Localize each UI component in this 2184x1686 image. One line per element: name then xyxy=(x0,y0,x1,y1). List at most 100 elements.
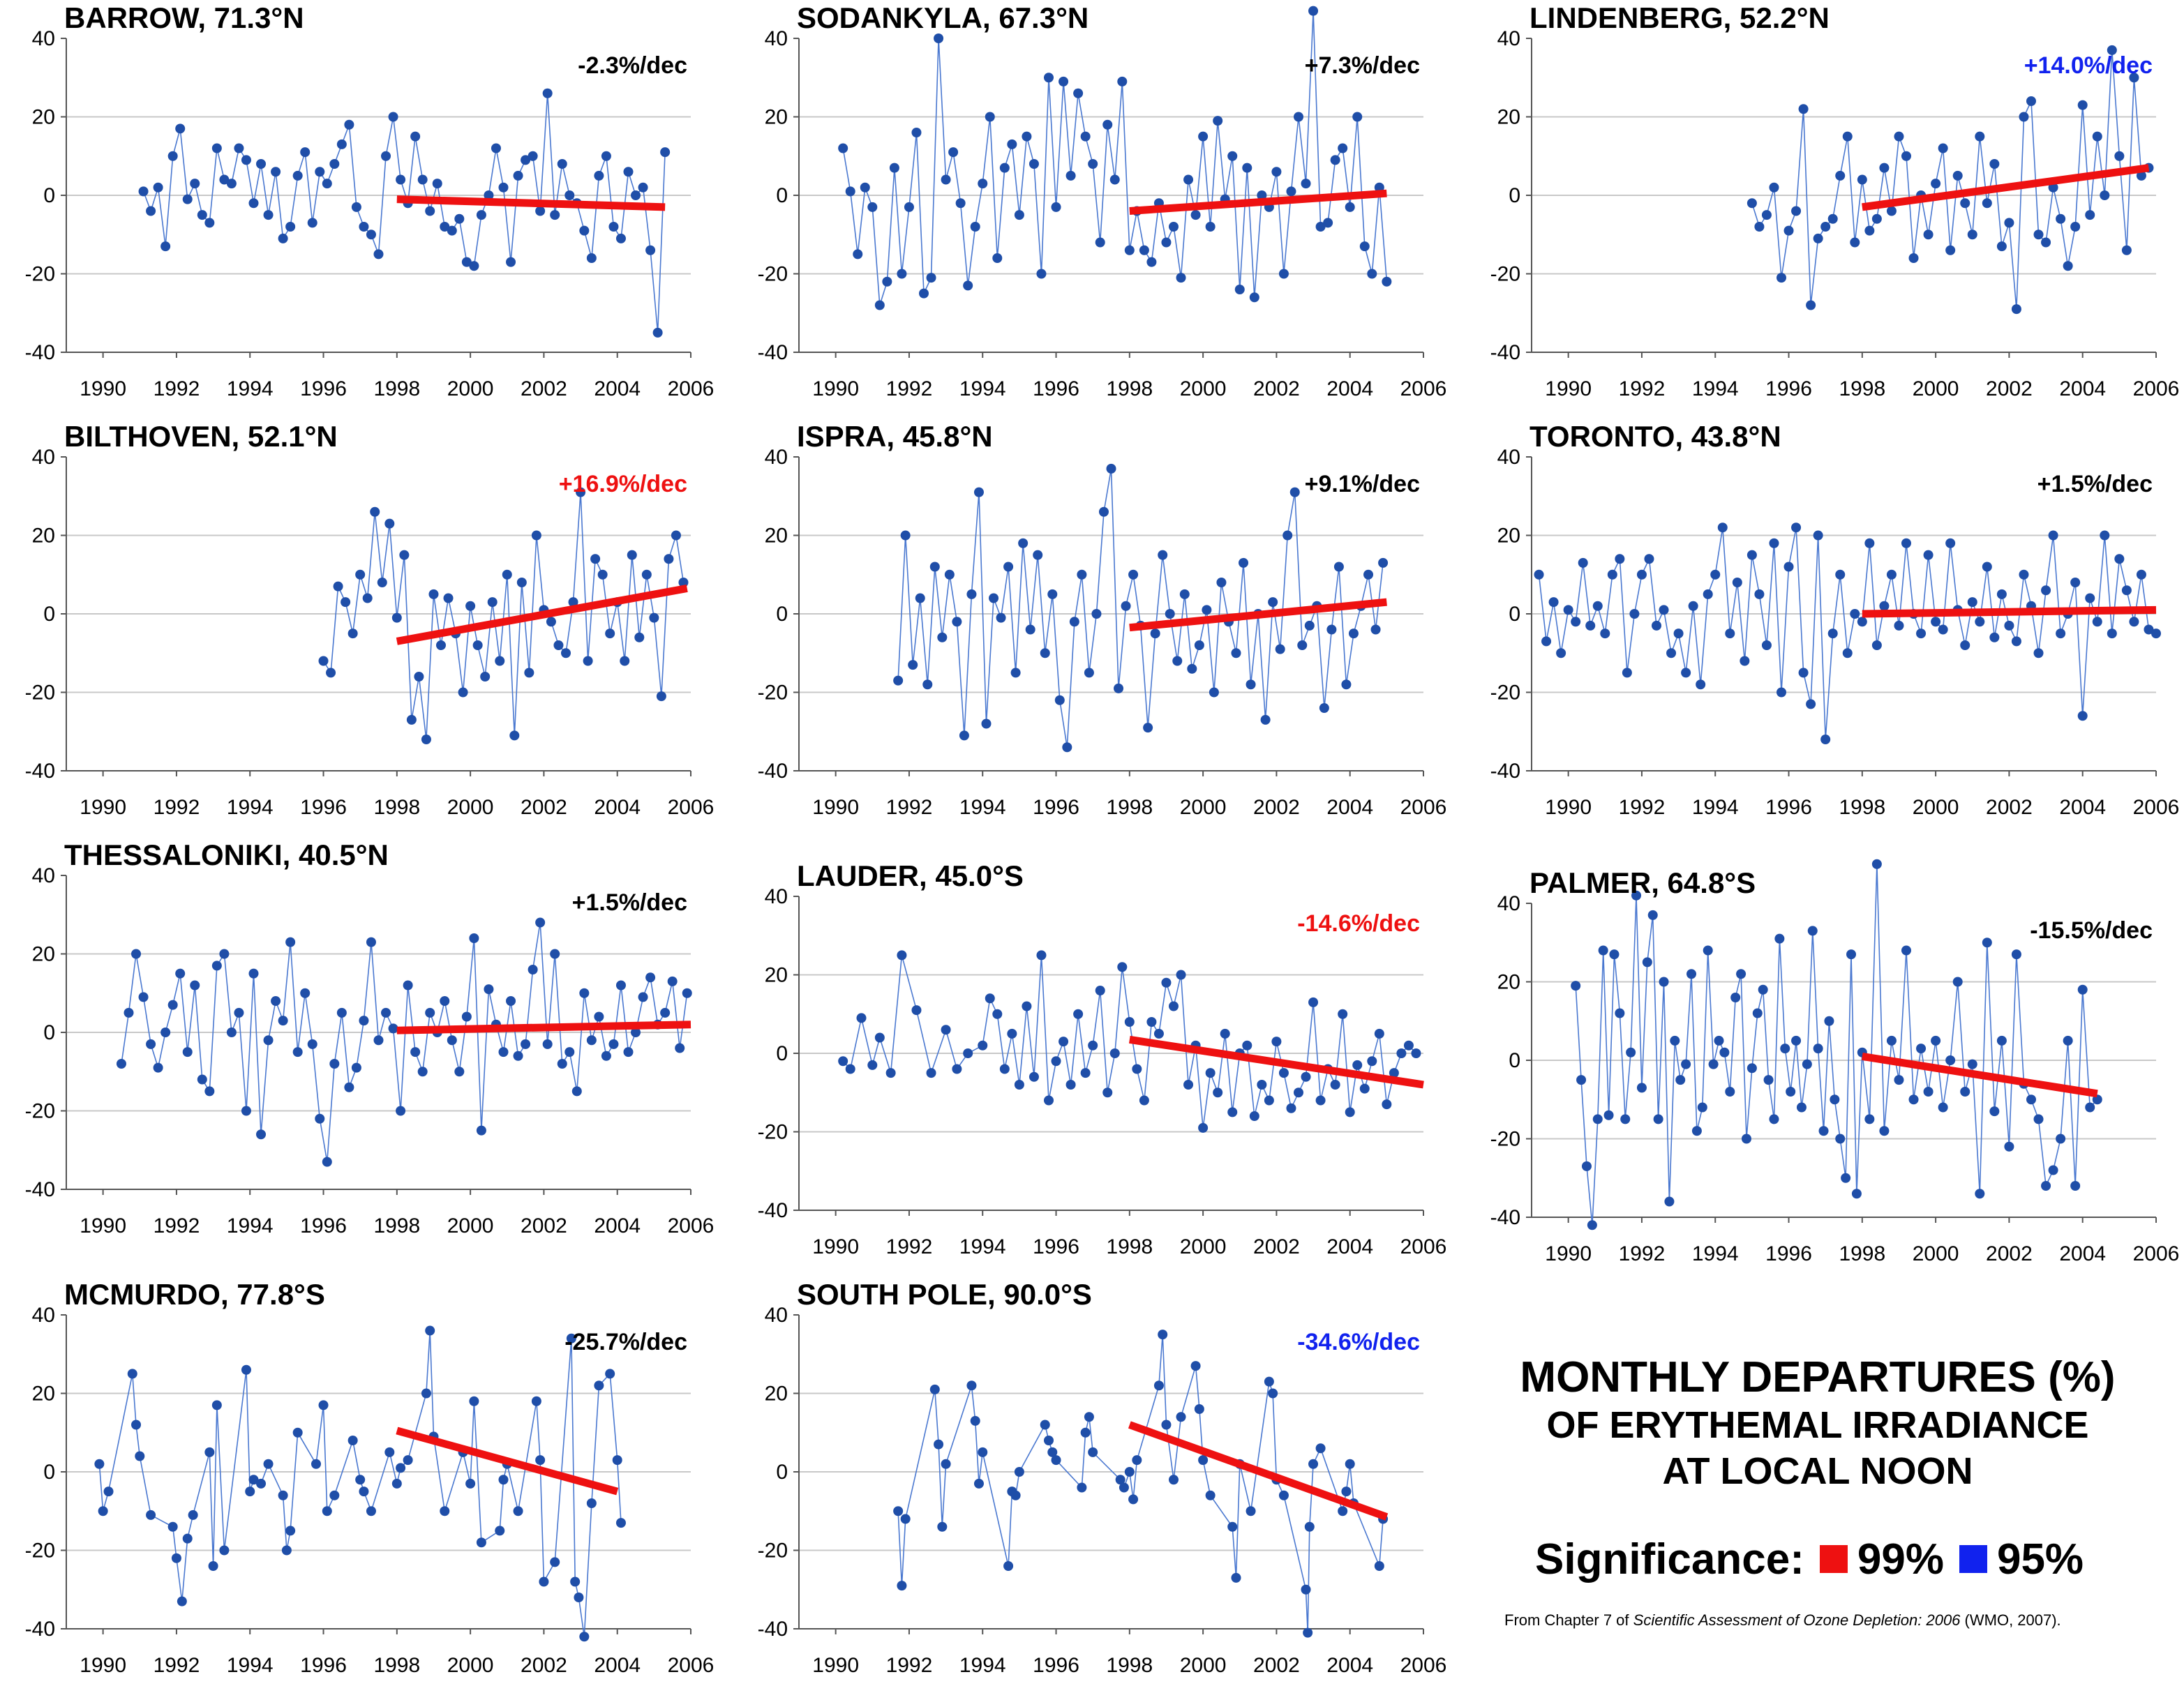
x-tick-label: 2002 xyxy=(1253,377,1300,400)
data-point xyxy=(359,1016,369,1026)
x-tick-label: 1996 xyxy=(1033,1235,1079,1258)
data-point xyxy=(1850,609,1860,619)
x-tick-label: 1998 xyxy=(1106,796,1153,819)
data-point xyxy=(495,1526,505,1536)
data-point xyxy=(469,933,479,943)
data-point xyxy=(1725,629,1735,639)
data-point xyxy=(627,550,637,560)
data-point xyxy=(535,1455,546,1466)
data-point xyxy=(211,143,222,153)
data-point xyxy=(1146,1017,1157,1027)
data-point xyxy=(516,578,527,587)
data-point xyxy=(278,233,288,243)
data-point xyxy=(1708,1059,1719,1069)
data-point xyxy=(2033,648,2044,658)
data-point xyxy=(1871,640,1882,650)
data-point xyxy=(1703,945,1713,956)
data-point xyxy=(167,1000,178,1010)
data-point xyxy=(634,632,645,642)
data-point xyxy=(381,151,391,161)
data-point xyxy=(934,1439,944,1450)
trend-line xyxy=(396,585,688,645)
data-point xyxy=(1065,1080,1076,1090)
y-tick-label: -20 xyxy=(25,1100,55,1123)
data-point xyxy=(521,155,531,165)
data-point xyxy=(904,202,914,212)
data-point xyxy=(396,174,406,185)
data-point xyxy=(2056,213,2066,224)
data-point xyxy=(1059,1037,1069,1047)
data-point xyxy=(421,735,431,744)
data-point xyxy=(915,593,925,603)
chart-panel: 40 20 0 -20 -40 1990 1992 1994 1996 1998 2000 2002 2… xyxy=(758,859,1447,1258)
data-point xyxy=(1264,1095,1274,1106)
data-point xyxy=(2100,530,2110,541)
data-point xyxy=(1205,222,1216,232)
data-point xyxy=(440,1506,450,1516)
data-point xyxy=(586,253,597,263)
data-point xyxy=(1315,1095,1326,1106)
data-point xyxy=(1301,179,1311,189)
data-point xyxy=(1642,957,1652,968)
y-tick-label: 40 xyxy=(32,1304,55,1327)
data-point xyxy=(1183,1080,1194,1090)
data-point xyxy=(1352,112,1363,122)
data-point xyxy=(838,1056,848,1067)
data-point xyxy=(506,996,516,1006)
data-point xyxy=(131,1420,142,1430)
chart-panel: 40 20 0 -20 -40 1990 1992 1994 1996 1998 2000 2002 2… xyxy=(1490,1,2180,400)
data-point xyxy=(197,1074,207,1085)
data-point xyxy=(911,1005,922,1016)
data-point xyxy=(1752,1008,1763,1018)
data-point xyxy=(366,937,376,947)
data-point xyxy=(1967,597,1977,608)
data-point xyxy=(1242,163,1252,173)
data-point xyxy=(1246,1506,1256,1516)
data-point xyxy=(1857,174,1867,185)
x-tick-label: 2000 xyxy=(1180,1654,1227,1677)
data-point xyxy=(1040,1420,1050,1430)
data-point xyxy=(1374,1028,1384,1039)
chart-panel: 40 20 0 -20 -40 1990 1992 1994 1996 1998 2000 2002 2… xyxy=(25,1,715,400)
trend-label: +1.5%/dec xyxy=(572,889,687,916)
data-point xyxy=(601,151,611,161)
data-point xyxy=(248,198,259,209)
x-tick-label: 2002 xyxy=(521,1214,567,1237)
data-point xyxy=(1798,104,1809,114)
data-point xyxy=(465,601,476,611)
data-point xyxy=(1686,969,1697,979)
data-point xyxy=(959,730,969,741)
data-point xyxy=(1901,945,1911,956)
data-point xyxy=(1894,620,1904,631)
data-point xyxy=(458,687,468,698)
data-point xyxy=(469,1396,479,1406)
data-point xyxy=(1842,131,1853,142)
data-point xyxy=(1161,237,1172,248)
data-point xyxy=(1923,229,1934,240)
x-tick-label: 1996 xyxy=(1033,1654,1079,1677)
data-point xyxy=(1871,859,1882,869)
data-point xyxy=(1044,1095,1054,1106)
y-tick-label: -20 xyxy=(1490,1128,1520,1151)
series-line xyxy=(322,492,685,740)
data-point xyxy=(1652,620,1661,631)
data-point xyxy=(1730,993,1741,1002)
data-point xyxy=(948,147,959,158)
data-point xyxy=(513,170,523,181)
data-point xyxy=(1202,605,1212,615)
data-point xyxy=(1161,1420,1172,1430)
data-point xyxy=(1220,1028,1230,1039)
y-tick-label: 40 xyxy=(1497,446,1520,469)
data-point xyxy=(667,976,678,986)
data-point xyxy=(590,554,601,564)
data-point xyxy=(1158,550,1168,560)
data-point xyxy=(1146,257,1157,267)
data-point xyxy=(366,1506,376,1516)
data-point xyxy=(882,276,892,287)
data-point xyxy=(2063,261,2073,271)
data-point xyxy=(336,1007,347,1018)
data-point xyxy=(1227,1521,1238,1532)
y-tick-label: 20 xyxy=(765,106,788,129)
data-point xyxy=(292,1427,303,1438)
data-point xyxy=(550,210,560,220)
